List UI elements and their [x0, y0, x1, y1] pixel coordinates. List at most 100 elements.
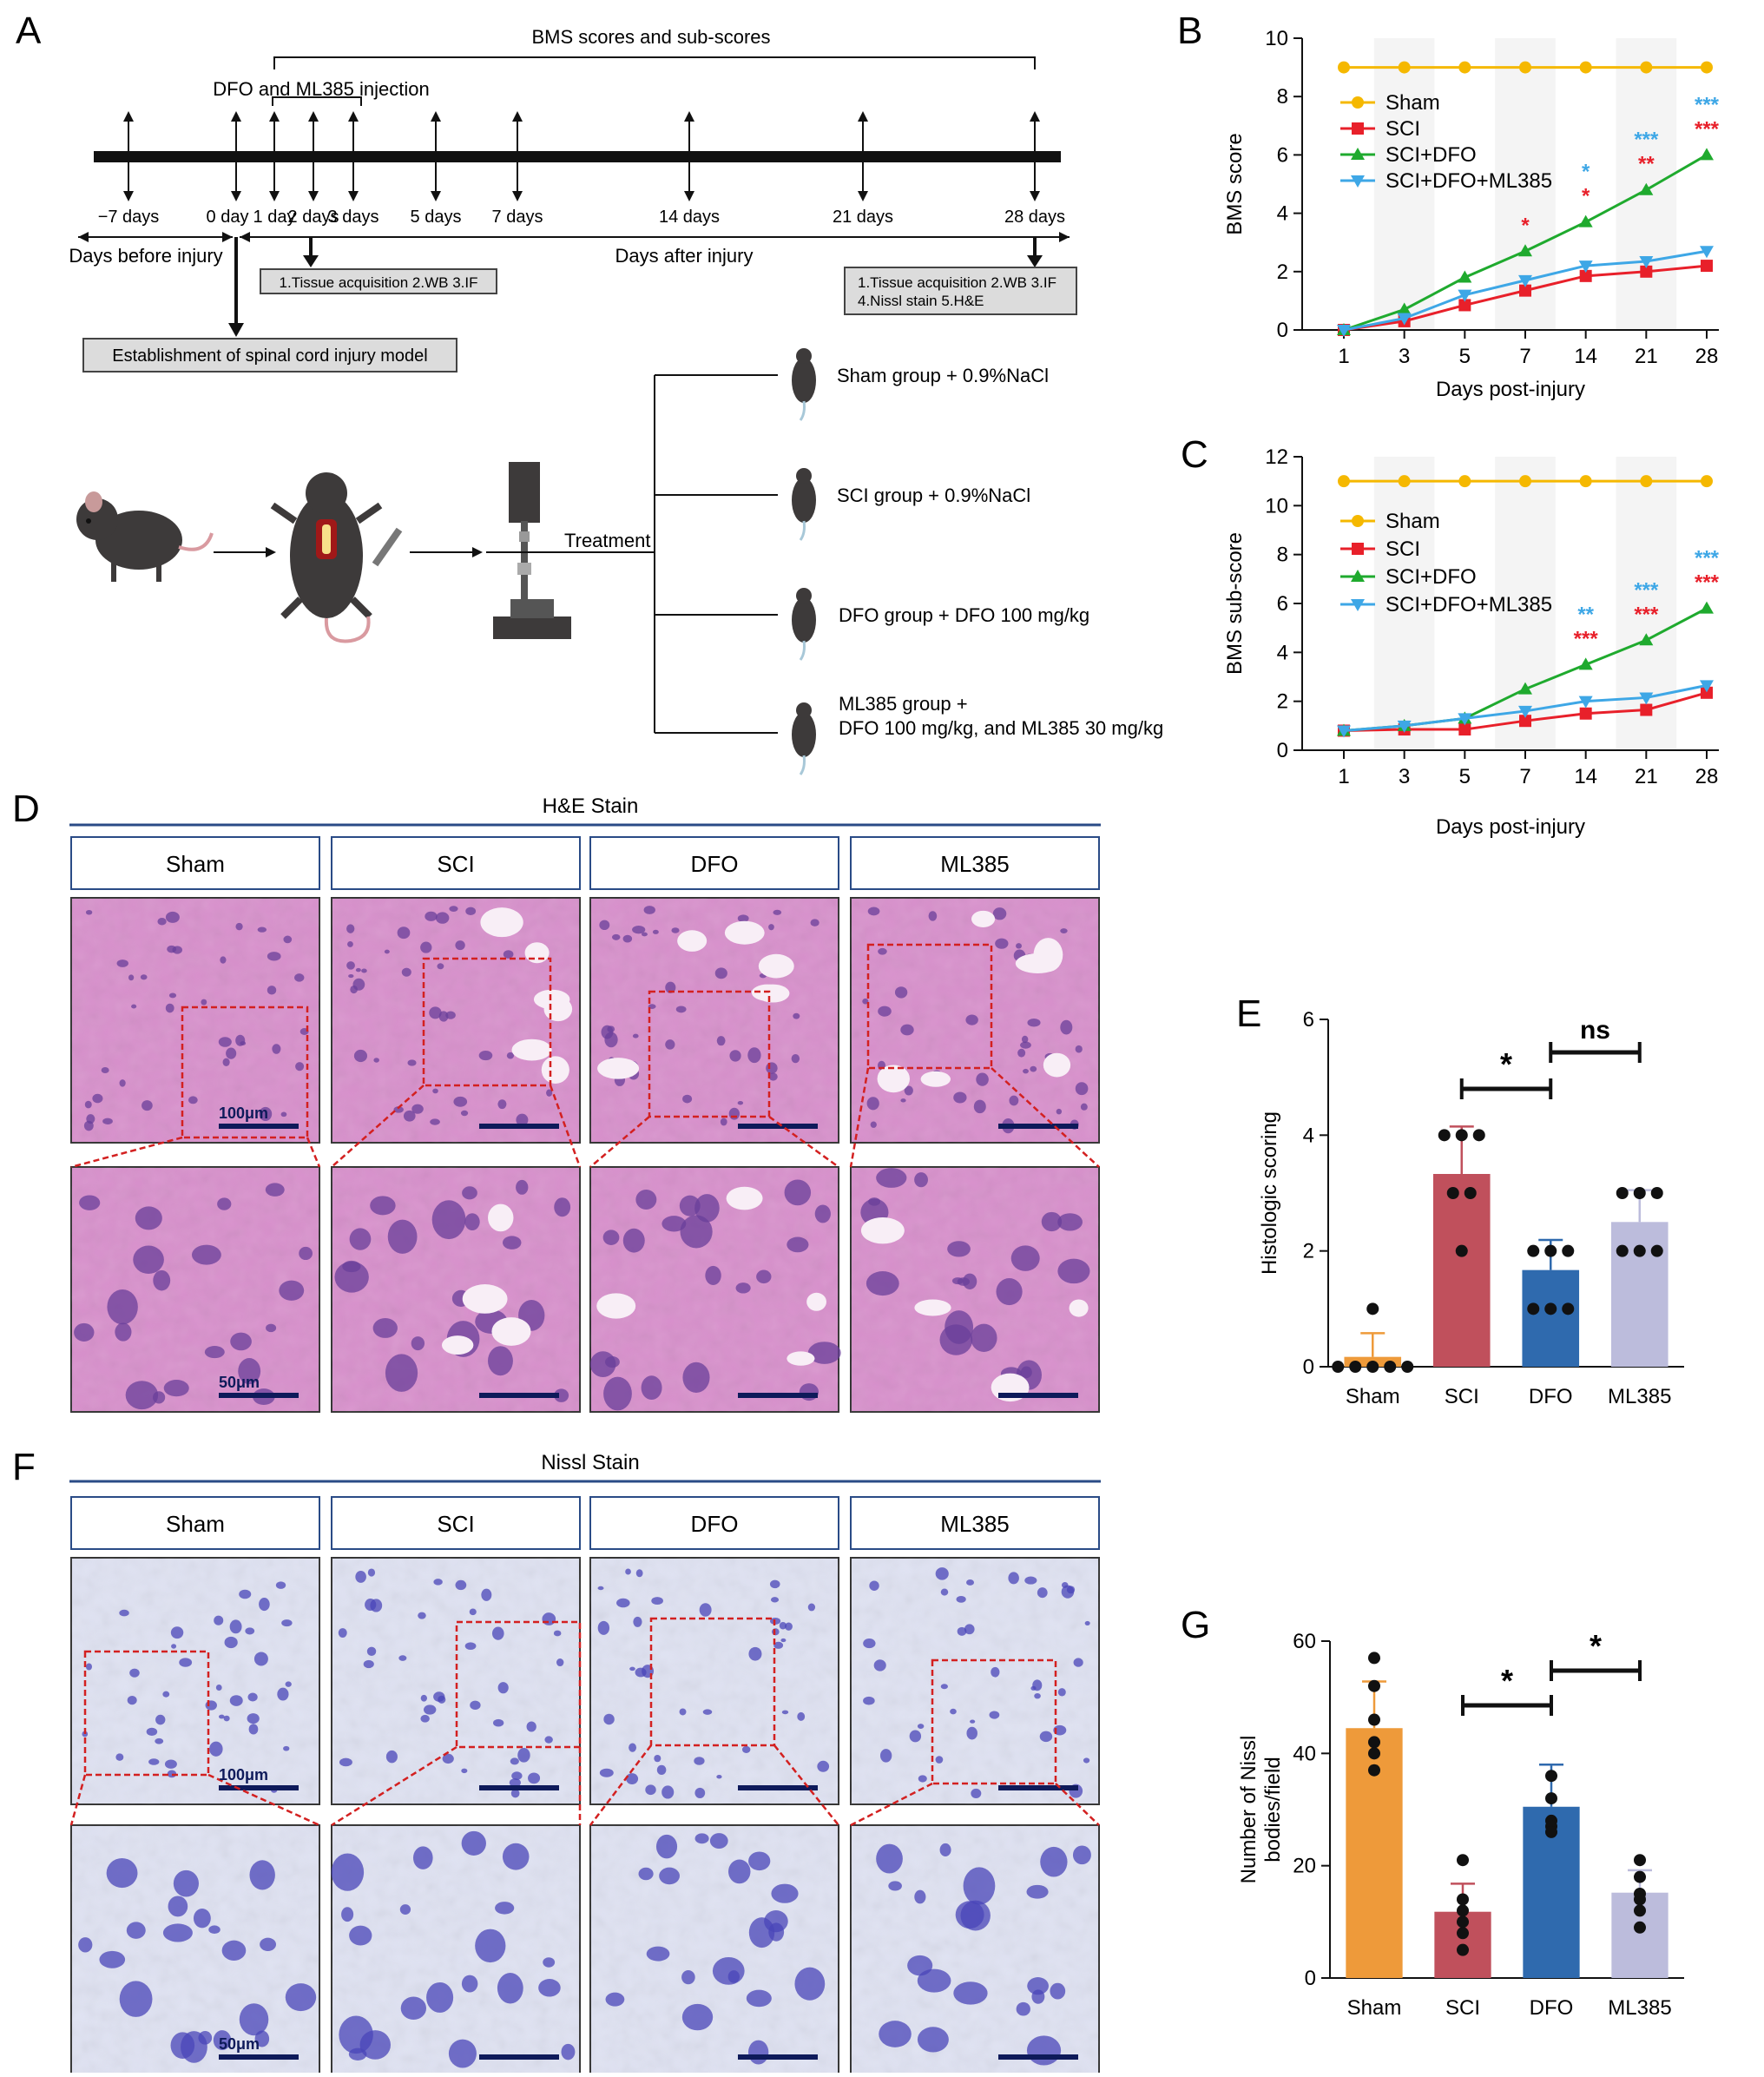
model-box	[82, 338, 457, 373]
cell-body	[387, 1219, 418, 1254]
timeline-day-label: 21 days	[833, 208, 893, 227]
cell-body	[879, 1749, 892, 1763]
cell-body	[1050, 1982, 1066, 2000]
cell-body	[165, 911, 180, 923]
y-tick-label: 4	[1277, 202, 1288, 226]
cell-body	[265, 1183, 285, 1197]
tissue-void	[1043, 1052, 1071, 1078]
cell-body	[965, 1014, 978, 1025]
data-point-1-4	[1579, 707, 1592, 720]
cell-body	[542, 1612, 556, 1625]
scale-label-100: 100μm	[219, 1104, 268, 1122]
model-box-text: Establishment of spinal cord injury mode…	[112, 346, 428, 366]
group-mouse-icon	[792, 597, 816, 643]
cell-body	[393, 1106, 404, 1113]
roi-connector	[306, 1137, 321, 1168]
x-tick-label: 7	[1519, 345, 1530, 368]
cell-body	[622, 934, 633, 943]
cell-body	[510, 1757, 519, 1765]
cell-body	[665, 981, 676, 993]
group-label-box	[331, 1496, 581, 1550]
scale-bar	[998, 1393, 1078, 1398]
group-label: DFO	[691, 851, 739, 877]
legend-label: Sham	[1386, 91, 1440, 115]
cell-body	[429, 1006, 442, 1019]
data-point	[1544, 1302, 1557, 1315]
tissue-void	[758, 953, 794, 979]
cell-body	[817, 1760, 830, 1772]
cell-body	[528, 1772, 541, 1784]
cell-body	[737, 914, 749, 922]
cell-body	[682, 1362, 710, 1393]
scale-bar	[738, 2054, 818, 2060]
cell-body	[741, 1745, 751, 1753]
x-tick-label: SCI	[1445, 1996, 1480, 2020]
y-axis-label-2: bodies/field	[1261, 1757, 1285, 1862]
timeline-tick-arrow-down	[1030, 191, 1040, 201]
cell-body	[900, 1024, 914, 1036]
cell-body	[107, 1289, 138, 1325]
bar-ml385	[1610, 1222, 1669, 1367]
comparison-label: *	[1500, 1046, 1512, 1082]
cell-body	[546, 1089, 553, 1097]
data-point-0-3	[1519, 61, 1531, 74]
cell-body	[1024, 1576, 1037, 1585]
cell-body	[346, 961, 355, 970]
data-point	[1457, 1927, 1469, 1940]
cell-body	[511, 1771, 523, 1780]
data-point	[1368, 1679, 1380, 1692]
cell-body	[373, 1058, 379, 1063]
cell-body	[1057, 1213, 1083, 1231]
x-tick-label: ML385	[1608, 1385, 1671, 1408]
cell-body	[863, 1696, 875, 1705]
roi-connector	[70, 1136, 183, 1169]
cell-body	[385, 1354, 418, 1392]
roi-connector	[589, 1744, 652, 1826]
data-point-0-3	[1519, 475, 1531, 488]
cell-body	[756, 1269, 772, 1284]
y-axis-label: BMS score	[1223, 133, 1247, 234]
tissue-void	[543, 997, 573, 1022]
cell-body	[605, 1355, 620, 1368]
arrow-2	[410, 547, 483, 557]
cell-body	[768, 1922, 785, 1942]
cell-body	[904, 1085, 913, 1096]
cell-body	[249, 1860, 275, 1890]
bms-bracket-label: BMS scores and sub-scores	[531, 26, 770, 48]
group-tree	[654, 374, 778, 734]
cell-body	[163, 1380, 189, 1397]
roi-box	[83, 1650, 210, 1777]
sig-blue: **	[1577, 603, 1594, 626]
sig-red: ***	[1695, 117, 1720, 141]
cell-body	[155, 1714, 166, 1725]
data-point-3-0	[1337, 725, 1351, 738]
legend-marker	[1352, 515, 1364, 527]
injection-bracket-label: DFO and ML385 injection	[213, 78, 429, 100]
legend-label: Sham	[1386, 510, 1440, 533]
timeline-tick-arrow-up	[231, 111, 241, 122]
cell-body	[793, 1012, 800, 1019]
cell-body	[461, 1768, 468, 1774]
cell-body	[599, 1768, 614, 1777]
data-point	[1368, 1736, 1380, 1749]
chart-c-bms-subscore: C 0 2 4 6 8 10 12 1 3 5 7 14 21 28 Days post-injury BMS…	[1181, 433, 1720, 839]
cell-body	[193, 1908, 211, 1929]
cell-body	[699, 1603, 712, 1617]
group-label-box	[331, 836, 581, 890]
legend-label: SCI+DFO	[1386, 565, 1477, 589]
data-point	[1633, 1244, 1646, 1257]
cell-body	[349, 1925, 372, 1946]
stain-title: Nissl Stain	[541, 1451, 639, 1474]
timeline-tick-arrow-down	[123, 191, 134, 201]
cell-body	[267, 986, 277, 995]
cell-body	[153, 1269, 171, 1291]
y-tick-label: 0	[1303, 1355, 1314, 1379]
cell-body	[510, 1789, 520, 1798]
timeline-day-label: 14 days	[659, 208, 720, 227]
data-point-0-5	[1640, 61, 1653, 74]
cell-body	[964, 1624, 975, 1635]
cell-body	[747, 1047, 761, 1064]
panel-letter-b: B	[1177, 10, 1202, 52]
cell-body	[940, 1588, 949, 1596]
